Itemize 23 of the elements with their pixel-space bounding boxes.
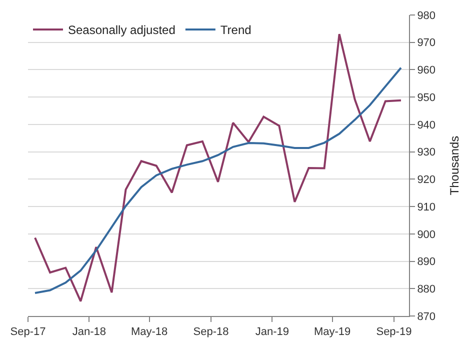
x-tick-label: Sep-17 (10, 326, 46, 338)
y-tick-label: 880 (417, 283, 436, 296)
line-series (34, 66, 402, 294)
y-tick-label: 980 (417, 10, 436, 22)
x-tick-label: May-19 (314, 326, 351, 338)
legend-label: Trend (220, 23, 252, 38)
x-tick-label: May-18 (130, 326, 168, 338)
x-tick-label: Sep-18 (193, 326, 229, 338)
y-axis-title: Thousands (447, 136, 462, 196)
y-tick-label: 920 (417, 174, 436, 186)
y-tick-label: 940 (417, 119, 436, 132)
x-tick-label: Sep-19 (376, 326, 412, 338)
x-tick-label: Jan-19 (255, 326, 289, 338)
y-tick-label: 870 (417, 310, 436, 323)
x-tick-label: Jan-18 (72, 326, 106, 338)
y-tick-label: 950 (417, 92, 436, 104)
y-tick-label: 910 (417, 201, 436, 214)
legend-label: Seasonally adjusted (68, 23, 176, 38)
y-tick-label: 890 (417, 256, 436, 268)
y-tick-label: 930 (417, 146, 436, 159)
y-tick-label: 960 (417, 64, 436, 77)
y-tick-label: 900 (417, 228, 436, 241)
y-tick-label: 970 (417, 37, 436, 50)
